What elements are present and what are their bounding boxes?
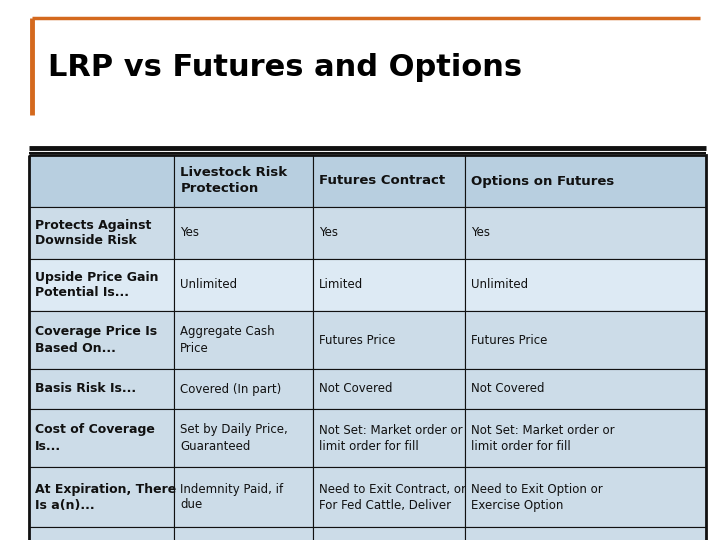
Text: At Expiration, There
Is a(n)...: At Expiration, There Is a(n)...: [35, 483, 176, 511]
Bar: [29, 155, 174, 207]
Bar: [313, 467, 465, 527]
Bar: [313, 207, 465, 259]
Bar: [29, 207, 174, 259]
Text: Options on Futures: Options on Futures: [472, 174, 615, 187]
Text: Yes: Yes: [319, 226, 338, 240]
Text: Yes: Yes: [180, 226, 199, 240]
Bar: [313, 155, 465, 207]
Bar: [174, 467, 313, 527]
Text: Futures Price: Futures Price: [319, 334, 395, 347]
Text: Aggregate Cash
Price: Aggregate Cash Price: [180, 326, 275, 354]
Bar: [465, 155, 706, 207]
Bar: [29, 311, 174, 369]
Text: Limited: Limited: [319, 279, 364, 292]
Text: Yes: Yes: [472, 226, 490, 240]
Bar: [465, 409, 706, 467]
Bar: [29, 369, 174, 409]
Text: Not Covered: Not Covered: [472, 382, 545, 395]
Bar: [465, 527, 706, 540]
Bar: [29, 155, 706, 540]
Text: Livestock Risk
Protection: Livestock Risk Protection: [180, 166, 287, 195]
Bar: [313, 311, 465, 369]
Text: Basis Risk Is...: Basis Risk Is...: [35, 382, 136, 395]
Text: LRP vs Futures and Options: LRP vs Futures and Options: [48, 53, 522, 83]
Bar: [29, 527, 174, 540]
Text: Need to Exit Option or
Exercise Option: Need to Exit Option or Exercise Option: [472, 483, 603, 511]
Text: Unlimited: Unlimited: [180, 279, 238, 292]
Bar: [174, 259, 313, 311]
Text: Protects Against
Downside Risk: Protects Against Downside Risk: [35, 219, 151, 247]
Text: Covered (In part): Covered (In part): [180, 382, 282, 395]
Text: Futures Price: Futures Price: [472, 334, 548, 347]
Bar: [313, 259, 465, 311]
Bar: [174, 207, 313, 259]
Text: Upside Price Gain
Potential Is...: Upside Price Gain Potential Is...: [35, 271, 158, 300]
Bar: [174, 369, 313, 409]
Bar: [174, 311, 313, 369]
Bar: [29, 467, 174, 527]
Bar: [29, 409, 174, 467]
Bar: [465, 369, 706, 409]
Bar: [465, 311, 706, 369]
Text: Futures Contract: Futures Contract: [319, 174, 445, 187]
Bar: [465, 207, 706, 259]
Text: Not Set: Market order or
limit order for fill: Not Set: Market order or limit order for…: [319, 423, 463, 453]
Text: Coverage Price Is
Based On...: Coverage Price Is Based On...: [35, 326, 157, 354]
Bar: [313, 409, 465, 467]
Bar: [313, 369, 465, 409]
Bar: [465, 467, 706, 527]
Bar: [174, 409, 313, 467]
Bar: [313, 527, 465, 540]
Bar: [174, 155, 313, 207]
Text: Set by Daily Price,
Guaranteed: Set by Daily Price, Guaranteed: [180, 423, 288, 453]
Text: Need to Exit Contract, or
For Fed Cattle, Deliver: Need to Exit Contract, or For Fed Cattle…: [319, 483, 466, 511]
Bar: [174, 527, 313, 540]
Text: Not Set: Market order or
limit order for fill: Not Set: Market order or limit order for…: [472, 423, 615, 453]
Bar: [465, 259, 706, 311]
Text: Indemnity Paid, if
due: Indemnity Paid, if due: [180, 483, 284, 511]
Text: Not Covered: Not Covered: [319, 382, 392, 395]
Bar: [29, 259, 174, 311]
Text: Unlimited: Unlimited: [472, 279, 528, 292]
Text: Cost of Coverage
Is...: Cost of Coverage Is...: [35, 423, 155, 453]
